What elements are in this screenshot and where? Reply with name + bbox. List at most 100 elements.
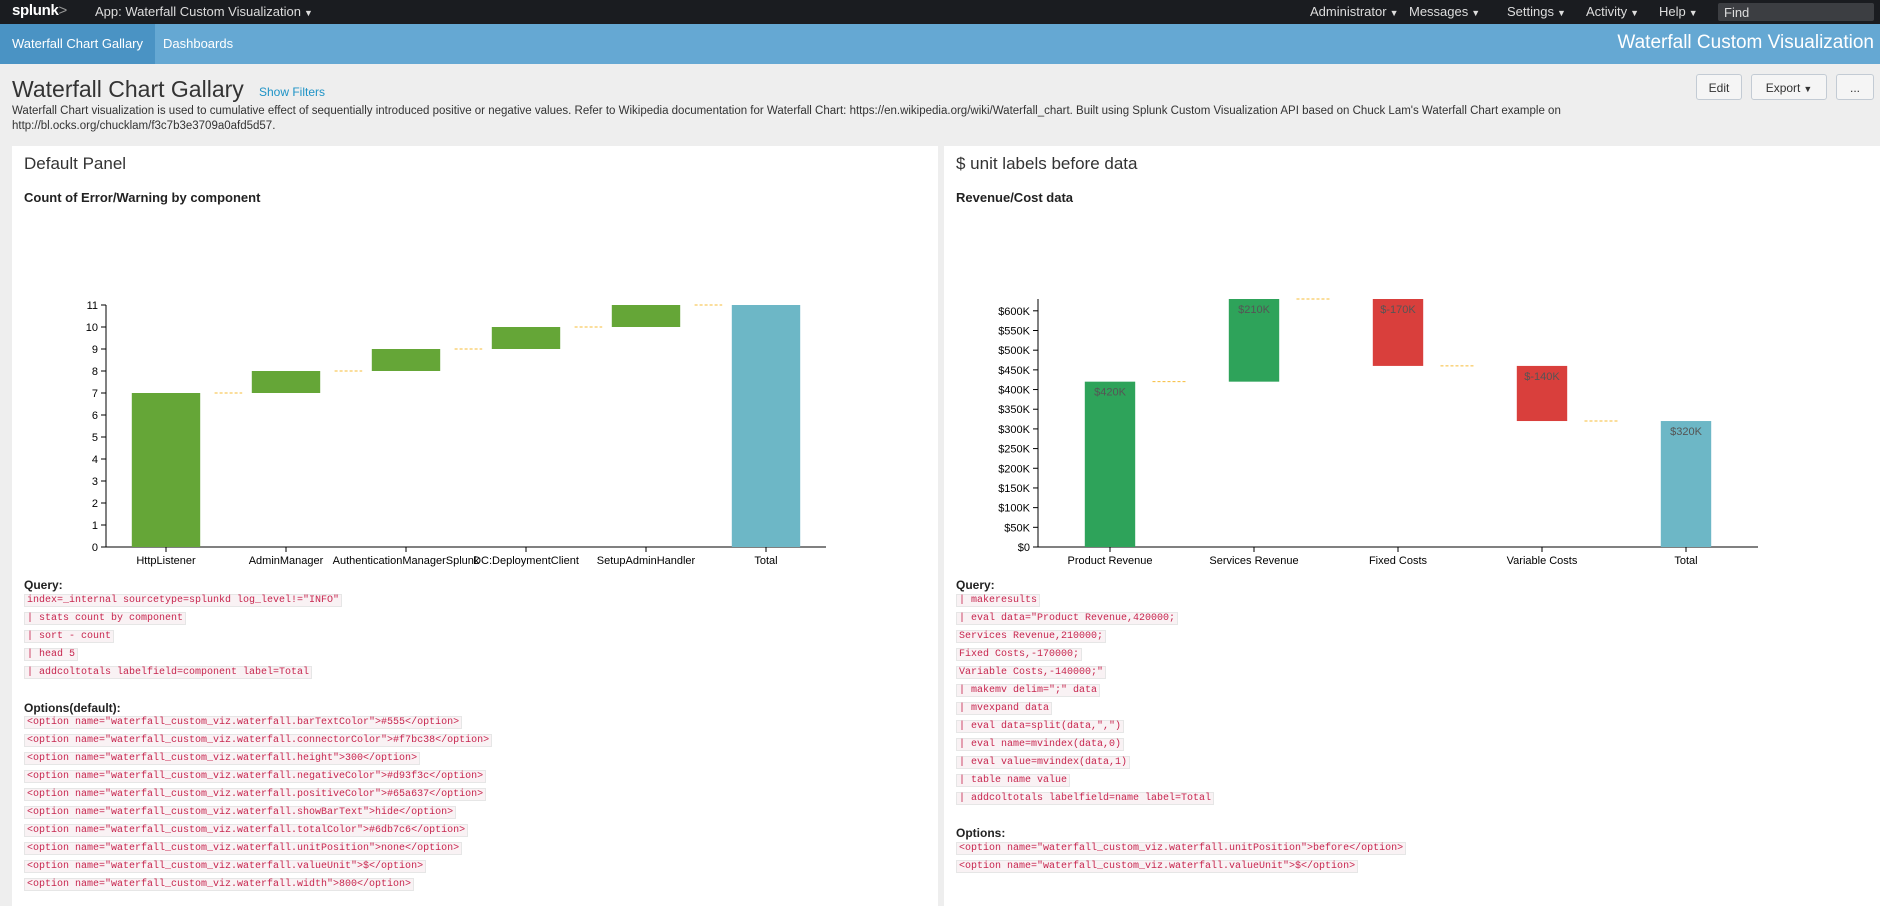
more-actions-button[interactable]: ... [1836, 74, 1874, 100]
menu-help-label: Help [1659, 4, 1686, 19]
y-tick-label: $50K [1004, 522, 1030, 534]
query-line-text: | eval data=split(data,",") [956, 720, 1125, 733]
option-line-text: <option name="waterfall_custom_viz.water… [24, 752, 421, 765]
query-line-text: | table name value [956, 774, 1071, 787]
query-line: | table name value [956, 772, 1214, 790]
query-label: Query: [956, 578, 995, 592]
query-line-text: Variable Costs,-140000;" [956, 666, 1107, 679]
y-tick-label: 0 [92, 542, 98, 554]
waterfall-bar [131, 393, 201, 547]
query-line-text: | head 5 [24, 648, 79, 661]
chart-title: Count of Error/Warning by component [24, 190, 261, 205]
option-line: <option name="waterfall_custom_viz.water… [24, 732, 493, 750]
query-line-text: Services Revenue,210000; [956, 630, 1107, 643]
splunk-logo[interactable]: splunk> [12, 2, 67, 19]
query-line: | addcoltotals labelfield=name label=Tot… [956, 790, 1215, 808]
y-tick-label: $150K [998, 483, 1030, 495]
menu-activity-label: Activity [1586, 4, 1628, 19]
chevron-down-icon: ▼ [1803, 83, 1813, 94]
menu-administrator[interactable]: Administrator ▼ [1310, 4, 1399, 19]
y-tick-label: $400K [998, 385, 1030, 397]
search-input[interactable]: Find [1718, 3, 1874, 21]
y-tick-label: 11 [87, 300, 98, 312]
tab-dashboards[interactable]: Dashboards [163, 36, 234, 51]
y-tick-label: 5 [92, 432, 98, 444]
menu-messages[interactable]: Messages ▼ [1409, 4, 1480, 19]
query-line-text: | addcoltotals labelfield=name label=Tot… [956, 792, 1215, 805]
edit-button[interactable]: Edit [1696, 74, 1742, 100]
query-line-text: | eval name=mvindex(data,0) [956, 738, 1125, 751]
y-tick-label: $450K [998, 365, 1030, 377]
y-tick-label: $300K [998, 424, 1030, 436]
option-line-text: <option name="waterfall_custom_viz.water… [24, 878, 415, 891]
panel-title: Default Panel [24, 154, 127, 173]
options-label: Options: [956, 826, 1006, 840]
option-line-text: <option name="waterfall_custom_viz.water… [956, 860, 1359, 873]
chevron-down-icon: ▼ [1556, 7, 1566, 18]
y-tick-label: 7 [92, 388, 98, 400]
bar-value-label: $320K [1670, 426, 1702, 438]
y-tick-label: 9 [92, 344, 98, 356]
x-tick-label: AuthenticationManagerSplunk [333, 555, 480, 567]
x-tick-label: Services Revenue [1209, 555, 1298, 567]
option-line: <option name="waterfall_custom_viz.water… [24, 714, 492, 732]
option-line: <option name="waterfall_custom_viz.water… [24, 786, 492, 804]
waterfall-chart-revenue: $0 $50K $100K $150K $200K $250K $300K $350K $400… [998, 298, 1758, 567]
y-tick-label: 3 [92, 476, 98, 488]
waterfall-bar [1372, 299, 1424, 366]
y-tick-label: $0 [1018, 542, 1030, 554]
y-tick-label: 6 [92, 410, 98, 422]
waterfall-bar [611, 305, 681, 327]
query-line-text: index=_internal sourcetype=splunkd log_l… [24, 594, 343, 607]
y-tick-label: $100K [998, 503, 1030, 515]
y-tick-label: 1 [92, 520, 98, 532]
option-line: <option name="waterfall_custom_viz.water… [24, 876, 492, 894]
query-line: | addcoltotals labelfield=component labe… [24, 664, 342, 682]
y-tick-label: 8 [92, 366, 98, 378]
option-line: <option name="waterfall_custom_viz.water… [956, 840, 1407, 858]
option-line: <option name="waterfall_custom_viz.water… [24, 858, 492, 876]
show-filters-link[interactable]: Show Filters [259, 85, 326, 99]
panel-unit-labels: $ unit labels before data Revenue/Cost d… [944, 146, 1880, 906]
app-title: Waterfall Custom Visualization [1617, 32, 1874, 53]
x-tick-label: HttpListener [136, 555, 196, 567]
bar-value-label: $-170K [1380, 304, 1416, 316]
query-line: | makeresults [956, 592, 1214, 610]
waterfall-bar [1228, 299, 1280, 382]
option-line: <option name="waterfall_custom_viz.water… [24, 768, 492, 786]
menu-administrator-label: Administrator [1310, 4, 1387, 19]
query-line: | eval value=mvindex(data,1) [956, 754, 1214, 772]
option-line-text: <option name="waterfall_custom_viz.water… [24, 806, 457, 819]
tab-waterfall-chart-gallary[interactable]: Waterfall Chart Gallary [0, 24, 155, 64]
x-tick-label: DC:DeploymentClient [473, 555, 579, 567]
query-line-text: | sort - count [24, 630, 115, 643]
option-line-text: <option name="waterfall_custom_viz.water… [24, 842, 463, 855]
query-line: | makemv delim=";" data [956, 682, 1214, 700]
query-line-text: | eval data="Product Revenue,420000; [956, 612, 1179, 625]
query-label: Query: [24, 578, 63, 592]
menu-settings[interactable]: Settings ▼ [1507, 4, 1566, 19]
waterfall-bar [371, 349, 441, 371]
y-tick-label: $250K [998, 444, 1030, 456]
bar-value-label: $210K [1238, 304, 1270, 316]
panel-title: $ unit labels before data [956, 154, 1138, 173]
query-line: | stats count by component [24, 610, 342, 628]
x-tick-label: Total [1674, 555, 1697, 567]
query-line: Services Revenue,210000; [956, 628, 1214, 646]
app-menu[interactable]: App: Waterfall Custom Visualization ▼ [95, 4, 313, 19]
x-tick-label: AdminManager [249, 555, 324, 567]
menu-settings-label: Settings [1507, 4, 1554, 19]
x-tick-label: Variable Costs [1507, 555, 1578, 567]
export-button[interactable]: Export ▼ [1751, 74, 1827, 100]
waterfall-bar [491, 327, 561, 349]
option-line-text: <option name="waterfall_custom_viz.water… [24, 734, 493, 747]
query-line: | eval data="Product Revenue,420000; [956, 610, 1214, 628]
chevron-down-icon: ▼ [303, 7, 313, 18]
query-line-text: | makeresults [956, 594, 1041, 607]
query-line-text: | stats count by component [24, 612, 187, 625]
page-title: Waterfall Chart Gallary [12, 76, 244, 102]
menu-help[interactable]: Help ▼ [1659, 4, 1698, 19]
menu-activity[interactable]: Activity ▼ [1586, 4, 1639, 19]
app-menu-label: App: Waterfall Custom Visualization [95, 4, 301, 19]
waterfall-bar [731, 305, 801, 547]
